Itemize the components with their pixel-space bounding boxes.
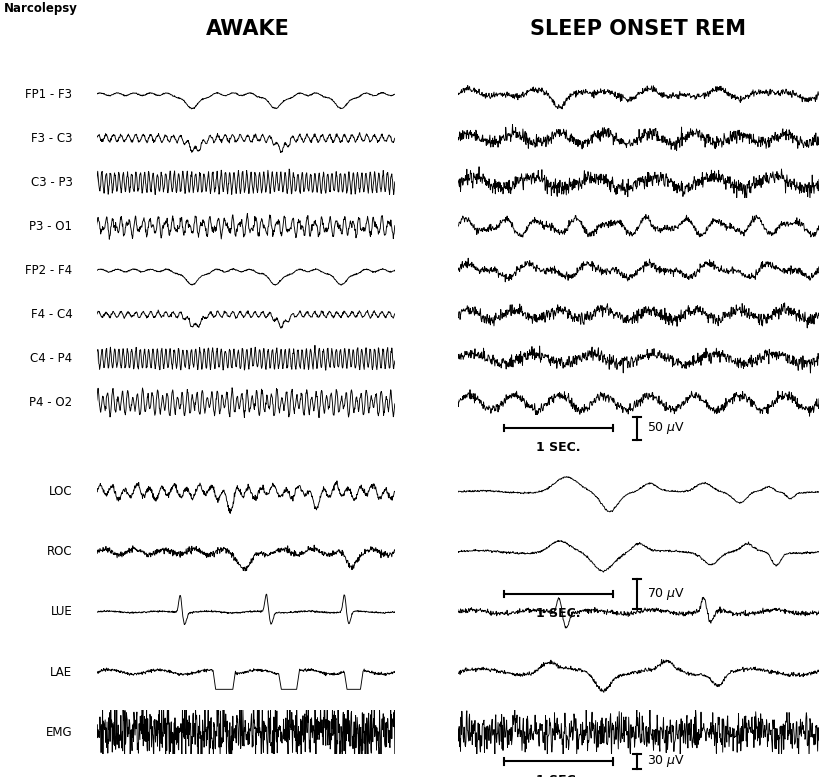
Text: LAE: LAE bbox=[50, 666, 72, 678]
Text: FP2 - F4: FP2 - F4 bbox=[25, 264, 72, 277]
Text: C4 - P4: C4 - P4 bbox=[30, 352, 72, 365]
Text: 1 SEC.: 1 SEC. bbox=[537, 441, 580, 454]
Text: ROC: ROC bbox=[47, 545, 72, 559]
Text: EMG: EMG bbox=[46, 726, 72, 739]
Text: F4 - C4: F4 - C4 bbox=[31, 308, 72, 321]
Text: 1 SEC.: 1 SEC. bbox=[537, 774, 580, 777]
Text: SLEEP ONSET REM: SLEEP ONSET REM bbox=[530, 19, 747, 40]
Text: 30 $\mu$V: 30 $\mu$V bbox=[647, 754, 685, 769]
Text: FP1 - F3: FP1 - F3 bbox=[25, 88, 72, 101]
Text: LOC: LOC bbox=[49, 486, 72, 498]
Text: F3 - C3: F3 - C3 bbox=[31, 132, 72, 145]
Text: LUE: LUE bbox=[50, 605, 72, 618]
Text: 70 $\mu$V: 70 $\mu$V bbox=[647, 587, 685, 602]
Text: AWAKE: AWAKE bbox=[206, 19, 290, 40]
Text: 1 SEC.: 1 SEC. bbox=[537, 607, 580, 620]
Text: Narcolepsy: Narcolepsy bbox=[4, 2, 78, 15]
Text: C3 - P3: C3 - P3 bbox=[30, 176, 72, 189]
Text: 50 $\mu$V: 50 $\mu$V bbox=[647, 420, 685, 436]
Text: P3 - O1: P3 - O1 bbox=[29, 220, 72, 233]
Text: P4 - O2: P4 - O2 bbox=[29, 396, 72, 409]
